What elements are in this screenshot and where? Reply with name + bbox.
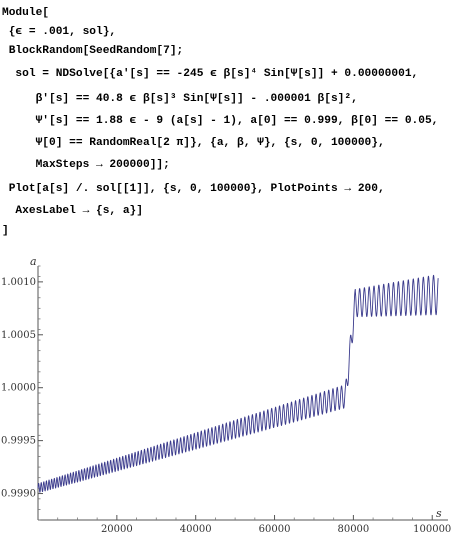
code-line-6[interactable]: Ψ'[s] == 1.88 ϵ - 9 (a[s] - 1), a[0] == …	[2, 115, 439, 127]
code-line-2[interactable]: {ϵ = .001, sol},	[2, 26, 117, 38]
input-cell[interactable]: Module[ {ϵ = .001, sol}, BlockRandom[See…	[0, 0, 456, 240]
code-line-10[interactable]: AxesLabel → {s, a}]	[2, 205, 143, 217]
x-axis-label: s	[436, 507, 442, 520]
y-tick-label: 1.0010	[1, 277, 36, 288]
y-tick-label: 1.0000	[1, 383, 36, 394]
y-axis-label: a	[30, 255, 37, 268]
code-line-5[interactable]: β'[s] == 40.8 ϵ β[s]³ Sin[Ψ[s]] - .00000…	[2, 93, 358, 105]
data-series-line-0	[37, 274, 439, 493]
code-line-8[interactable]: MaxSteps → 200000]];	[2, 159, 170, 171]
code-line-7[interactable]: Ψ[0] == RandomReal[2 π]}, {a, β, Ψ}, {s,…	[2, 137, 385, 149]
x-tick-label: 20000	[101, 524, 133, 535]
x-tick-label: 60000	[259, 524, 291, 535]
x-tick-label: 40000	[180, 524, 212, 535]
y-tick-label: 0.9995	[1, 436, 36, 447]
code-line-4[interactable]: sol = NDSolve[{a'[s] == -245 ϵ β[s]⁴ Sin…	[2, 68, 419, 80]
code-line-3[interactable]: BlockRandom[SeedRandom[7];	[2, 45, 184, 57]
code-line-1[interactable]: Module[	[2, 7, 49, 19]
code-line-11[interactable]: ]	[2, 225, 9, 237]
plot-output: 0.9990 0.9995 1.0000 1.0005 1.0010 20000 40000…	[1, 255, 451, 535]
y-tick-label: 1.0005	[1, 330, 36, 341]
code-line-9[interactable]: Plot[a[s] /. sol[[1]], {s, 0, 100000}, P…	[2, 183, 385, 195]
x-tick-label: 100000	[413, 524, 451, 535]
y-tick-label: 0.9990	[1, 489, 36, 500]
x-tick-label: 80000	[337, 524, 369, 535]
